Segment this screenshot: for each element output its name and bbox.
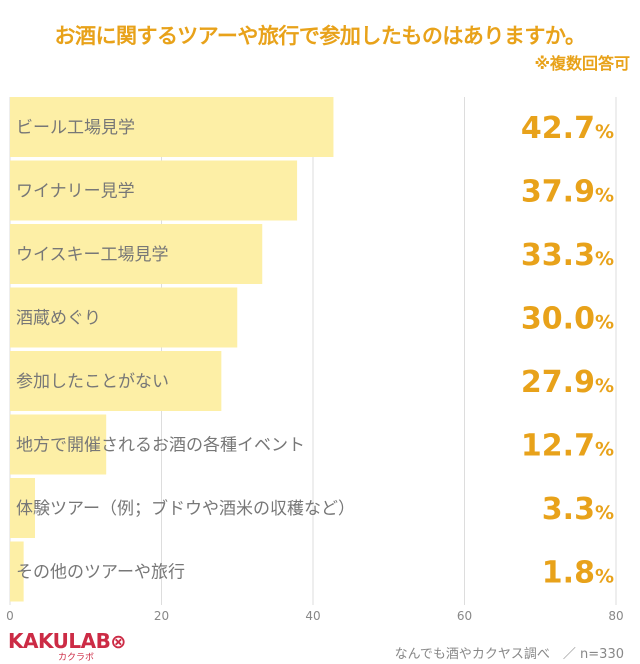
bar — [10, 478, 35, 538]
value-label: 1.8% — [542, 556, 614, 591]
category-label: 酒蔵めぐり — [16, 309, 101, 329]
category-label: 体験ツアー（例；ブドウや酒米の収穫など） — [16, 498, 355, 519]
bar — [10, 414, 107, 475]
category-label: ビール工場見学 — [16, 118, 135, 138]
value-label: 3.3% — [542, 492, 614, 527]
brand-logo-text: KAKULAB — [8, 629, 111, 653]
category-label: ワイナリー見学 — [16, 182, 135, 202]
source-note: なんでも酒やカクヤス調べ ／ n=330 — [394, 647, 624, 662]
value-label: 27.9% — [521, 365, 614, 400]
brand-logo[interactable]: KAKULAB⊗ — [8, 629, 126, 653]
value-label: 42.7% — [521, 111, 614, 146]
x-tick-label: 60 — [457, 609, 472, 623]
value-label: 12.7% — [521, 429, 614, 464]
bar — [10, 97, 334, 157]
value-label: 33.3% — [521, 238, 614, 273]
brand-logo-subtext: カクラボ — [58, 653, 95, 663]
value-label: 37.9% — [521, 175, 614, 210]
x-tick-label: 40 — [305, 609, 320, 623]
x-tick-label: 80 — [608, 609, 623, 623]
bar — [10, 541, 24, 602]
bar — [10, 160, 298, 221]
value-label: 30.0% — [521, 302, 614, 337]
category-label: ウイスキー工場見学 — [16, 245, 169, 265]
bar — [10, 224, 263, 284]
x-tick-label: 20 — [154, 609, 169, 623]
bar — [10, 351, 222, 411]
category-label: 参加したことがない — [16, 372, 169, 392]
category-label: その他のツアーや旅行 — [16, 563, 185, 583]
chart-subtitle: ※複数回答可 — [534, 54, 630, 73]
x-tick-label: 0 — [6, 609, 14, 623]
category-label: 地方で開催されるお酒の各種イベント — [16, 436, 305, 456]
chart-title: お酒に関するツアーや旅行で参加したものはありますか。 — [54, 24, 586, 48]
bar — [10, 287, 238, 348]
logo-mark-icon: ⊗ — [110, 631, 126, 653]
